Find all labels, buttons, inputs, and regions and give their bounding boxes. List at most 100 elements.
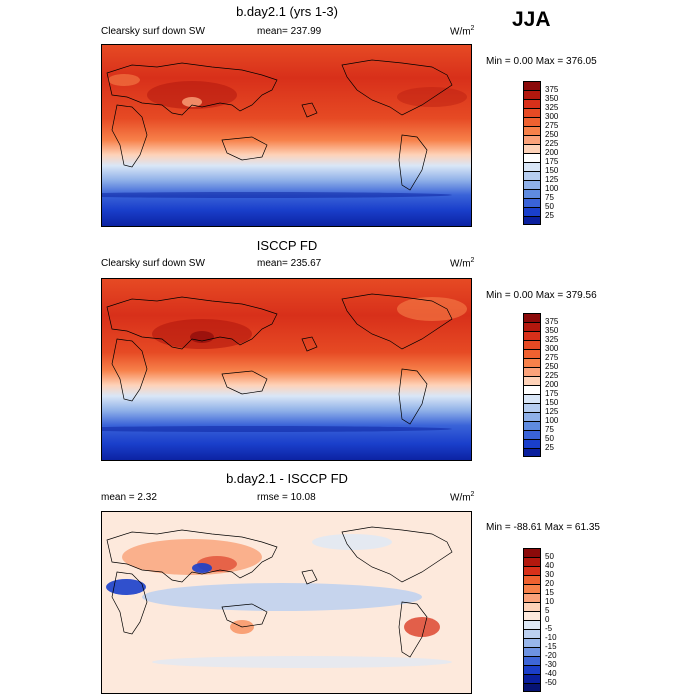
panel3-field xyxy=(102,512,471,693)
panel2-units: W/m2 xyxy=(450,257,475,270)
colorbar-tick-label: 300 xyxy=(545,112,559,121)
colorbar-cell xyxy=(523,638,541,647)
colorbar-cell xyxy=(523,575,541,584)
colorbar-tick-label: 225 xyxy=(545,371,559,380)
colorbar-cell xyxy=(523,403,541,412)
colorbar-cell xyxy=(523,620,541,629)
panel2-variable-label: Clearsky surf down SW xyxy=(101,258,205,269)
colorbar-tick-label: 25 xyxy=(545,211,554,220)
panel1-variable-label: Clearsky surf down SW xyxy=(101,26,205,37)
panel1-units: W/m2 xyxy=(450,25,475,38)
panel1-title: b.day2.1 (yrs 1-3) xyxy=(236,4,338,19)
colorbar-tick-label: 325 xyxy=(545,103,559,112)
colorbar-cell xyxy=(523,629,541,638)
colorbar-tick-label: 375 xyxy=(545,85,559,94)
colorbar-tick-label: 275 xyxy=(545,353,559,362)
colorbar-tick-label: 275 xyxy=(545,121,559,130)
colorbar-tick-label: 375 xyxy=(545,317,559,326)
panel3-rmse-label: rmse = 10.08 xyxy=(257,492,316,503)
colorbar-frame xyxy=(523,313,541,457)
colorbar-cell xyxy=(523,81,541,90)
colorbar-tick-label: 30 xyxy=(545,570,554,579)
colorbar-cell xyxy=(523,665,541,674)
colorbar-cell xyxy=(523,412,541,421)
colorbar-cell xyxy=(523,313,541,322)
colorbar-cell xyxy=(523,611,541,620)
colorbar-tick-label: 50 xyxy=(545,552,554,561)
colorbar-cell xyxy=(523,153,541,162)
colorbar-cell xyxy=(523,322,541,331)
colorbar-cell xyxy=(523,421,541,430)
colorbar-tick-label: 175 xyxy=(545,389,559,398)
colorbar-tick-label: 300 xyxy=(545,344,559,353)
colorbar-tick-label: 75 xyxy=(545,425,554,434)
colorbar-tick-label: 75 xyxy=(545,193,554,202)
colorbar-cell xyxy=(523,683,541,692)
colorbar-cell xyxy=(523,90,541,99)
colorbar-tick-label: 100 xyxy=(545,184,559,193)
panel3-map xyxy=(101,511,472,694)
colorbar-cell xyxy=(523,99,541,108)
colorbar-cell xyxy=(523,108,541,117)
colorbar-tick-label: 125 xyxy=(545,175,559,184)
colorbar-tick-label: -5 xyxy=(545,624,553,633)
colorbar-tick-label: 225 xyxy=(545,139,559,148)
colorbar-tick-label: 40 xyxy=(545,561,554,570)
colorbar-tick-label: 25 xyxy=(545,443,554,452)
colorbar-tick-label: -20 xyxy=(545,651,557,660)
colorbar-cell xyxy=(523,349,541,358)
colorbar-tick-label: -40 xyxy=(545,669,557,678)
colorbar-cell xyxy=(523,394,541,403)
colorbar-tick-label: 250 xyxy=(545,362,559,371)
panel3-units: W/m2 xyxy=(450,491,475,504)
colorbar-cell xyxy=(523,180,541,189)
colorbar-tick-label: -30 xyxy=(545,660,557,669)
colorbar-tick-label: 325 xyxy=(545,335,559,344)
colorbar-tick-label: 200 xyxy=(545,380,559,389)
panel2-colorbar: 375 350 325 300 275 250 225 200 175 150 125 100 75 50… xyxy=(523,313,558,457)
colorbar-cell xyxy=(523,171,541,180)
panel3-title: b.day2.1 - ISCCP FD xyxy=(226,471,348,486)
panel3-colorbar: 50 40 30 20 15 10 5 0 -5 -10 -15 -20 -30 -40 -50 xyxy=(523,548,557,692)
colorbar-tick-label: 15 xyxy=(545,588,554,597)
colorbar-frame xyxy=(523,81,541,225)
colorbar-cell xyxy=(523,331,541,340)
colorbar-tick-label: 150 xyxy=(545,166,559,175)
colorbar-cell xyxy=(523,385,541,394)
colorbar-tick-label: -15 xyxy=(545,642,557,651)
colorbar-cell xyxy=(523,593,541,602)
colorbar-tick-label: 50 xyxy=(545,434,554,443)
colorbar-frame xyxy=(523,548,541,692)
colorbar-cell xyxy=(523,135,541,144)
colorbar-cell xyxy=(523,566,541,575)
panel1-colorbar: 375 350 325 300 275 250 225 200 175 150 125 100 75 50… xyxy=(523,81,558,225)
colorbar-cell xyxy=(523,340,541,349)
colorbar-tick-label: 20 xyxy=(545,579,554,588)
panel1-mean-label: mean= 237.99 xyxy=(257,26,322,37)
colorbar-cell xyxy=(523,162,541,171)
colorbar-cell xyxy=(523,117,541,126)
colorbar-cell xyxy=(523,189,541,198)
colorbar-cell xyxy=(523,448,541,457)
colorbar-cell xyxy=(523,144,541,153)
panel1-field xyxy=(102,45,471,226)
colorbar-cell xyxy=(523,198,541,207)
colorbar-tick-label: 150 xyxy=(545,398,559,407)
colorbar-tick-label: 10 xyxy=(545,597,554,606)
colorbar-cell xyxy=(523,647,541,656)
panel2-mean-label: mean= 235.67 xyxy=(257,258,322,269)
colorbar-tick-label: 0 xyxy=(545,615,550,624)
colorbar-cell xyxy=(523,207,541,216)
colorbar-cell xyxy=(523,674,541,683)
panel1-map xyxy=(101,44,472,227)
panel1-minmax: Min = 0.00 Max = 376.05 xyxy=(486,56,597,67)
colorbar-tick-label: 5 xyxy=(545,606,550,615)
colorbar-cell xyxy=(523,584,541,593)
colorbar-cell xyxy=(523,439,541,448)
colorbar-cell xyxy=(523,367,541,376)
colorbar-cell xyxy=(523,602,541,611)
colorbar-cell xyxy=(523,430,541,439)
colorbar-cell xyxy=(523,126,541,135)
colorbar-tick-label: 350 xyxy=(545,326,559,335)
panel2-field xyxy=(102,279,471,460)
